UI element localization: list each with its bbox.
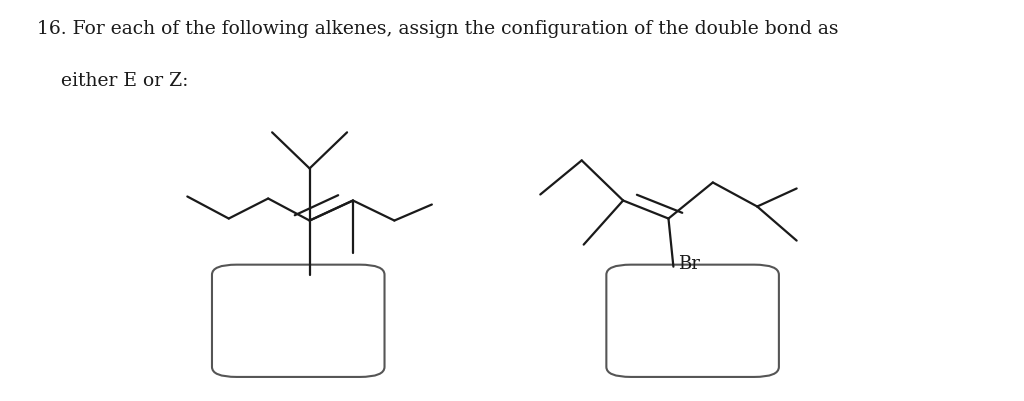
Text: Br: Br (678, 255, 700, 273)
FancyBboxPatch shape (212, 265, 385, 377)
FancyBboxPatch shape (606, 265, 779, 377)
Text: either E or Z:: either E or Z: (38, 72, 188, 90)
Text: 16. For each of the following alkenes, assign the configuration of the double bo: 16. For each of the following alkenes, a… (38, 20, 839, 38)
